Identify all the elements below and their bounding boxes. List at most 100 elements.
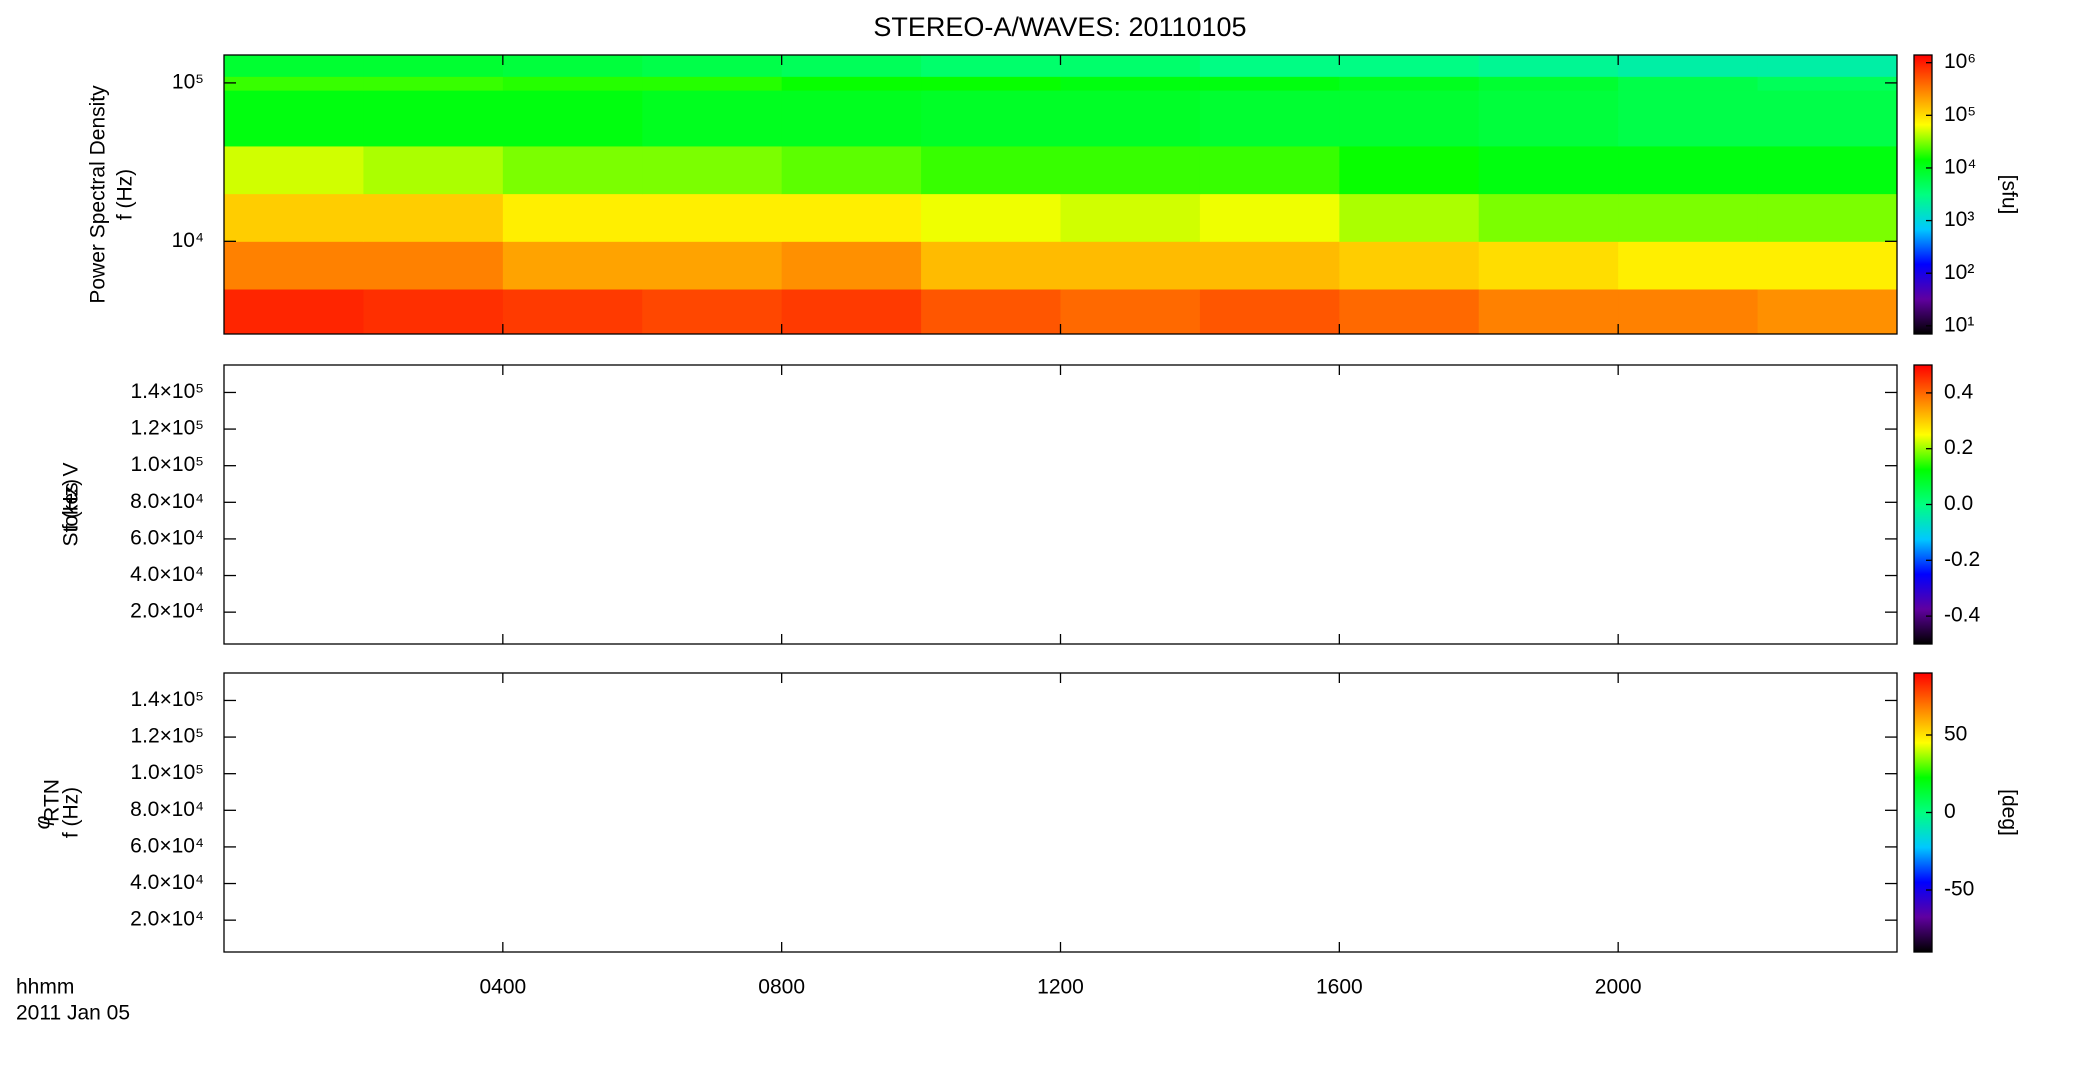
x-tick-label: 1600 xyxy=(1316,976,1363,999)
heatmap-cell xyxy=(1339,90,1480,147)
heatmap-cell xyxy=(781,145,922,195)
heatmap-cell xyxy=(1060,76,1201,91)
heatmap-cell xyxy=(1060,145,1201,195)
heatmap-cell xyxy=(1478,55,1619,77)
heatmap-cell xyxy=(642,193,783,242)
heatmap-cell xyxy=(502,145,643,195)
colorbar-label: [deg] xyxy=(1997,789,2020,836)
heatmap-cell xyxy=(921,90,1061,147)
heatmap-cell xyxy=(502,241,643,290)
heatmap-cell xyxy=(1060,90,1201,147)
heatmap-cell xyxy=(363,193,504,242)
heatmap-cell xyxy=(363,145,504,195)
heatmap-cell xyxy=(642,90,783,147)
colorbar xyxy=(1914,55,1932,334)
colorbar-tick-label: 0.0 xyxy=(1944,492,1973,515)
heatmap-cell xyxy=(921,289,1061,335)
colorbar-tick-label: -0.4 xyxy=(1944,604,1981,627)
y-symbol: φ xyxy=(32,815,55,829)
colorbar-frame xyxy=(1913,54,1933,335)
y-tick-label: 6.0×10⁴ xyxy=(130,834,204,857)
heatmap-cell xyxy=(1618,55,1759,77)
colorbar xyxy=(1914,673,1932,952)
heatmap-cell xyxy=(224,55,364,77)
colorbar-tick-label: 50 xyxy=(1944,723,1967,746)
heatmap-cell xyxy=(642,241,783,290)
heatmap-cell xyxy=(921,76,1061,91)
y-tick-label: 1.4×10⁵ xyxy=(130,688,204,711)
heatmap-cell xyxy=(502,76,643,91)
time-label: hhmm xyxy=(16,976,74,999)
y-tick-label: 10⁴ xyxy=(172,229,204,252)
y-symbol-sub: RTN xyxy=(41,779,64,822)
colorbar-tick-label: 10⁵ xyxy=(1944,103,1976,126)
heatmap-cell xyxy=(224,145,364,195)
heatmap-cell xyxy=(1478,289,1619,335)
heatmap-cell xyxy=(1339,289,1480,335)
heatmap-cell xyxy=(363,90,504,147)
plot-frame xyxy=(223,364,1898,645)
y-tick-label: 1.4×10⁵ xyxy=(130,380,204,403)
heatmap-cell xyxy=(224,76,364,91)
colorbar-tick-label: 10⁴ xyxy=(1944,156,1976,179)
y-tick-label: 1.0×10⁵ xyxy=(130,453,204,476)
heatmap-cell xyxy=(781,241,922,290)
colorbar-tick-label: 10³ xyxy=(1944,208,1974,231)
x-tick-label: 0800 xyxy=(758,976,805,999)
heatmap-cell xyxy=(781,76,922,91)
heatmap-cell xyxy=(224,241,364,290)
y-tick-label: 2.0×10⁴ xyxy=(130,908,204,931)
colorbar-label: [sfu] xyxy=(1997,175,2020,215)
heatmap-cell xyxy=(921,241,1061,290)
heatmap-cell xyxy=(502,90,643,147)
heatmap-cell xyxy=(363,289,504,335)
heatmap-cell xyxy=(642,76,783,91)
heatmap-cell xyxy=(781,55,922,77)
heatmap-cell xyxy=(1757,76,1898,91)
y-axis-label: Power Spectral Density xyxy=(87,85,110,304)
heatmap-cell xyxy=(1757,241,1898,290)
heatmap-cell xyxy=(1339,241,1480,290)
heatmap-cell xyxy=(1199,55,1340,77)
y-axis-label: f (Hz) xyxy=(60,479,83,530)
heatmap-cell xyxy=(642,55,783,77)
heatmap-cell xyxy=(502,193,643,242)
heatmap-cell xyxy=(1757,90,1898,147)
heatmap-cell xyxy=(1478,193,1619,242)
heatmap-cell xyxy=(1757,289,1898,335)
x-tick-label: 1200 xyxy=(1037,976,1084,999)
heatmap-cell xyxy=(1199,241,1340,290)
heatmap-cell xyxy=(1478,90,1619,147)
colorbar-tick-label: -50 xyxy=(1944,878,1974,901)
colorbar-tick-label: 10⁶ xyxy=(1944,50,1976,73)
heatmap-cell xyxy=(1478,241,1619,290)
heatmap-cell xyxy=(642,145,783,195)
heatmap-cell xyxy=(1199,90,1340,147)
heatmap-cell xyxy=(781,289,922,335)
x-tick-label: 2000 xyxy=(1595,976,1642,999)
heatmap-cell xyxy=(1060,55,1201,77)
y-tick-label: 1.2×10⁵ xyxy=(130,725,204,748)
date-label: 2011 Jan 05 xyxy=(16,1002,130,1025)
colorbar-tick-label: -0.2 xyxy=(1944,548,1980,571)
y-tick-label: 1.0×10⁵ xyxy=(130,761,204,784)
colorbar xyxy=(1914,365,1932,644)
heatmap-cell xyxy=(1339,76,1480,91)
y-tick-label: 4.0×10⁴ xyxy=(130,871,204,894)
chart-title: STEREO-A/WAVES: 20110105 xyxy=(873,12,1246,42)
plot-frame xyxy=(223,672,1898,953)
heatmap-cell xyxy=(921,193,1061,242)
heatmap-cell xyxy=(921,145,1061,195)
heatmap-cell xyxy=(1478,145,1619,195)
heatmap-cell xyxy=(502,55,643,77)
y-tick-label: 10⁵ xyxy=(172,70,204,93)
heatmap-cell xyxy=(921,55,1061,77)
y-tick-label: 2.0×10⁴ xyxy=(130,600,204,623)
y-tick-label: 8.0×10⁴ xyxy=(130,490,204,513)
y-tick-label: 4.0×10⁴ xyxy=(130,563,204,586)
heatmap-cell xyxy=(1339,193,1480,242)
heatmap-cell xyxy=(1478,76,1619,91)
heatmap-cell xyxy=(502,289,643,335)
